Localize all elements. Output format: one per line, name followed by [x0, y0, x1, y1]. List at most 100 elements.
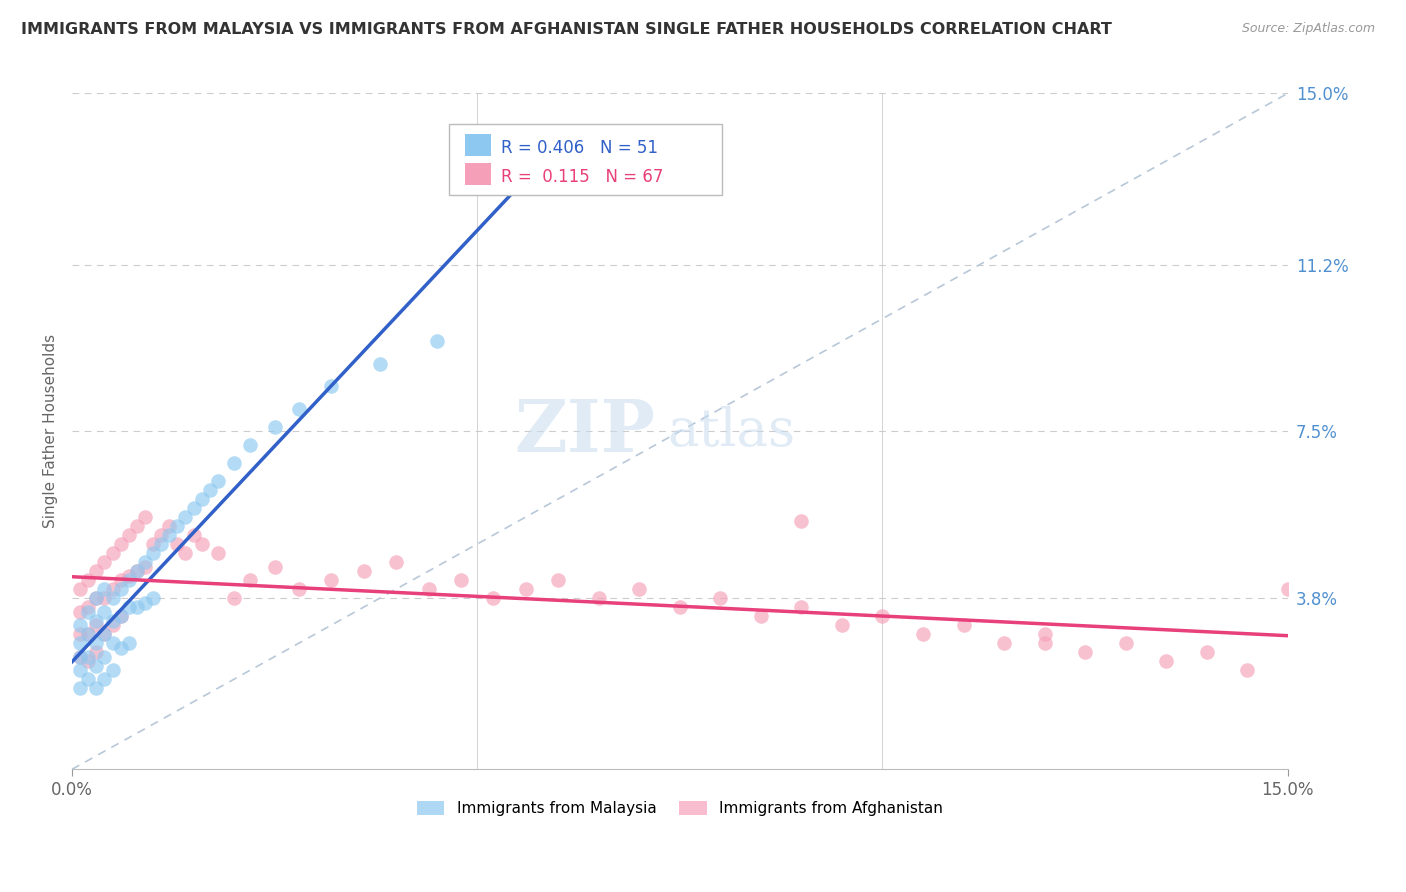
Point — [190, 491, 212, 506]
FancyBboxPatch shape — [449, 124, 723, 194]
Point — [174, 546, 197, 560]
Point — [198, 483, 221, 497]
Point — [101, 546, 124, 560]
Point — [1236, 663, 1258, 677]
Point — [207, 546, 229, 560]
Point — [69, 627, 91, 641]
Point — [86, 645, 108, 659]
Point — [77, 649, 100, 664]
Point — [93, 627, 115, 641]
Point — [77, 672, 100, 686]
Point — [77, 605, 100, 619]
Point — [69, 681, 91, 696]
Point — [77, 573, 100, 587]
Point — [418, 582, 440, 596]
Point — [790, 515, 813, 529]
Point — [1195, 645, 1218, 659]
Point — [125, 600, 148, 615]
Point — [588, 591, 610, 605]
Point — [150, 537, 173, 551]
Point — [207, 474, 229, 488]
Point — [93, 555, 115, 569]
Point — [166, 519, 188, 533]
Text: Source: ZipAtlas.com: Source: ZipAtlas.com — [1241, 22, 1375, 36]
Text: R =  0.115   N = 67: R = 0.115 N = 67 — [501, 168, 664, 186]
Point — [1033, 627, 1056, 641]
Point — [1115, 636, 1137, 650]
Point — [749, 609, 772, 624]
Point — [93, 582, 115, 596]
Point — [1154, 654, 1177, 668]
Point — [86, 591, 108, 605]
Point — [118, 600, 141, 615]
Point — [86, 681, 108, 696]
Point — [288, 582, 311, 596]
Point — [239, 573, 262, 587]
Point — [86, 591, 108, 605]
Point — [183, 528, 205, 542]
Point — [125, 519, 148, 533]
Point — [709, 591, 731, 605]
Text: ZIP: ZIP — [515, 396, 655, 467]
Point — [134, 596, 156, 610]
Point — [174, 510, 197, 524]
Point — [86, 618, 108, 632]
Point — [69, 618, 91, 632]
Point — [77, 627, 100, 641]
Point — [93, 627, 115, 641]
Point — [831, 618, 853, 632]
Point — [110, 573, 132, 587]
Text: IMMIGRANTS FROM MALAYSIA VS IMMIGRANTS FROM AFGHANISTAN SINGLE FATHER HOUSEHOLDS: IMMIGRANTS FROM MALAYSIA VS IMMIGRANTS F… — [21, 22, 1112, 37]
Point — [385, 555, 408, 569]
Point — [110, 609, 132, 624]
Point — [101, 614, 124, 628]
Text: R = 0.406   N = 51: R = 0.406 N = 51 — [501, 139, 658, 157]
Point — [506, 177, 529, 191]
Point — [69, 636, 91, 650]
Point — [110, 537, 132, 551]
Point — [125, 564, 148, 578]
Point — [450, 573, 472, 587]
Point — [239, 438, 262, 452]
Point — [288, 401, 311, 416]
Point — [183, 500, 205, 515]
Point — [134, 510, 156, 524]
Point — [515, 582, 537, 596]
Point — [101, 618, 124, 632]
Point — [69, 582, 91, 596]
Point — [142, 591, 165, 605]
Point — [1277, 582, 1299, 596]
Point — [101, 663, 124, 677]
Point — [93, 649, 115, 664]
Point — [190, 537, 212, 551]
Point — [547, 573, 569, 587]
Point — [118, 568, 141, 582]
Point — [86, 636, 108, 650]
Point — [321, 379, 343, 393]
Point — [353, 564, 375, 578]
Point — [118, 573, 141, 587]
Point — [86, 564, 108, 578]
Point — [157, 528, 180, 542]
Point — [157, 519, 180, 533]
Point — [1074, 645, 1097, 659]
Point — [101, 636, 124, 650]
Point — [86, 658, 108, 673]
Point — [101, 582, 124, 596]
Point — [134, 559, 156, 574]
Point — [142, 546, 165, 560]
Point — [911, 627, 934, 641]
Point — [166, 537, 188, 551]
Bar — [465, 163, 492, 185]
Point — [993, 636, 1015, 650]
Point — [321, 573, 343, 587]
Point — [142, 537, 165, 551]
Point — [669, 600, 692, 615]
Point — [101, 591, 124, 605]
Point — [118, 636, 141, 650]
Point — [69, 663, 91, 677]
Point — [263, 420, 285, 434]
Point — [110, 640, 132, 655]
Point — [952, 618, 974, 632]
Point — [125, 564, 148, 578]
